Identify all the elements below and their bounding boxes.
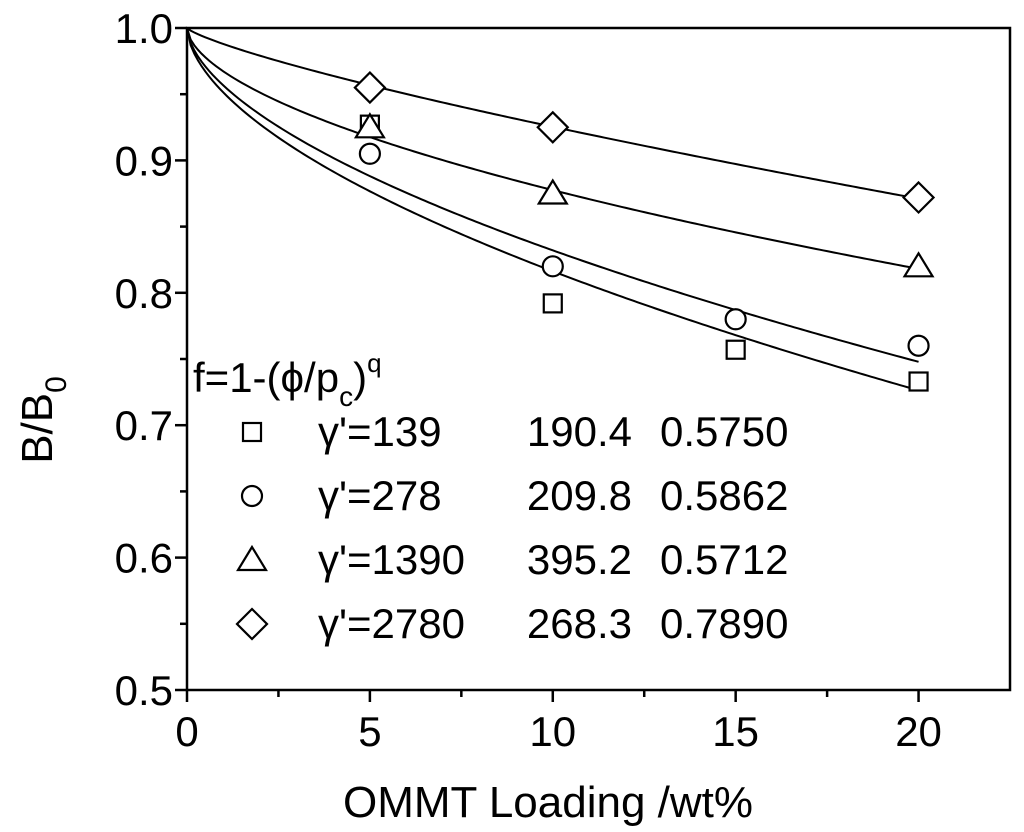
point-diamond — [901, 180, 936, 215]
point-circle — [541, 255, 564, 278]
point-triangle — [536, 178, 569, 205]
y-axis-label-main: B/B — [13, 393, 62, 464]
legend: f=1-(ϕ/pc)q γ'=139 190.4 0.5750 γ'=278 209.8… — [193, 348, 788, 647]
y-axis-label-sub: 0 — [40, 376, 73, 393]
legend-q: 0.5750 — [660, 408, 788, 455]
legend-pc: 190.4 — [527, 408, 632, 455]
fit-formula-base: f=1-(ϕ/p — [193, 354, 339, 401]
legend-label: γ'=2780 — [318, 600, 465, 647]
y-tick-label: 0.6 — [115, 535, 173, 582]
y-axis-label: B/B0 — [13, 376, 73, 464]
fit-formula-close: ) — [353, 354, 367, 401]
legend-marker-square — [241, 421, 263, 443]
x-tick-label: 20 — [895, 708, 942, 755]
x-axis-label: OMMT Loading /wt% — [343, 778, 753, 827]
fit-curve-circle — [186, 27, 919, 363]
fit-formula: f=1-(ϕ/pc)q — [193, 348, 382, 412]
data-markers — [353, 71, 936, 392]
point-diamond — [353, 71, 387, 105]
axes: 0 5 10 15 20 0.5 0.6 0.7 0.8 0.9 1.0 — [115, 5, 1012, 755]
y-tick-label: 0.8 — [115, 270, 173, 317]
legend-q: 0.7890 — [660, 600, 788, 647]
point-circle — [358, 142, 381, 165]
fit-curve-square — [186, 27, 919, 392]
legend-label: γ'=139 — [318, 408, 442, 455]
fit-formula-sup: q — [367, 348, 381, 378]
x-tick-label: 5 — [358, 708, 381, 755]
y-tick-label: 0.9 — [115, 137, 173, 184]
legend-marker-triangle — [236, 544, 268, 572]
legend-marker-circle — [240, 484, 264, 508]
point-circle — [907, 334, 930, 357]
legend-pc: 395.2 — [527, 536, 632, 583]
x-tick-label: 0 — [175, 708, 198, 755]
point-triangle — [353, 112, 386, 139]
legend-marker-diamond — [235, 607, 269, 641]
legend-label: γ'=278 — [318, 472, 442, 519]
legend-q: 0.5712 — [660, 536, 788, 583]
y-tick-label: 0.5 — [115, 667, 173, 714]
legend-pc: 268.3 — [527, 600, 632, 647]
point-square — [725, 339, 746, 360]
legend-q: 0.5862 — [660, 472, 788, 519]
x-tick-label: 10 — [529, 708, 576, 755]
point-triangle — [902, 251, 935, 278]
fit-formula-sub: c — [339, 381, 353, 412]
legend-label: γ'=1390 — [318, 536, 465, 583]
y-tick-label: 0.7 — [115, 402, 173, 449]
fit-lines — [186, 27, 919, 392]
x-tick-label: 15 — [712, 708, 759, 755]
y-tick-label: 1.0 — [115, 5, 173, 52]
legend-pc: 209.8 — [527, 472, 632, 519]
fit-curve-triangle — [186, 27, 919, 270]
svg-text:B/B0: B/B0 — [13, 376, 73, 464]
point-square — [542, 293, 563, 314]
point-circle — [724, 308, 747, 331]
point-square — [908, 371, 929, 392]
point-diamond — [536, 110, 570, 144]
